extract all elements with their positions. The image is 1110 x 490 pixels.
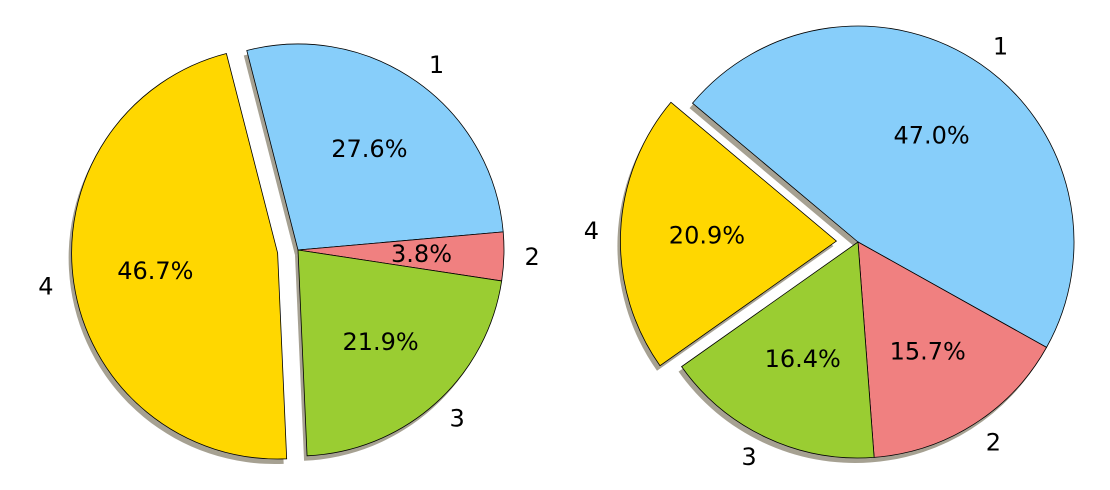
wedge-4 <box>71 53 288 460</box>
percent-label-4: 46.7% <box>117 257 193 285</box>
percent-label-3: 16.4% <box>765 345 841 373</box>
wedge-1 <box>691 25 1075 348</box>
percent-label-2: 15.7% <box>890 337 966 365</box>
pie-chart-2: 47.0% 1 15.7% 2 16.4% 3 20.9% 4 <box>584 25 1075 471</box>
percent-label-4: 20.9% <box>669 222 745 250</box>
wedge-label-2: 2 <box>986 428 1001 456</box>
wedge-1 <box>246 43 504 251</box>
pie-chart-1: 27.6% 1 3.8% 2 21.9% 3 46.7% 4 <box>38 43 540 465</box>
wedge-label-1: 1 <box>993 32 1008 60</box>
wedge-3 <box>297 249 503 457</box>
percent-label-3: 21.9% <box>342 328 418 356</box>
percent-label-2: 3.8% <box>391 240 452 268</box>
wedge-label-4: 4 <box>584 217 599 245</box>
wedge-label-1: 1 <box>429 51 444 79</box>
percent-label-1: 27.6% <box>331 135 407 163</box>
wedge-4 <box>620 101 838 367</box>
wedge-label-4: 4 <box>38 272 53 300</box>
wedge-label-3: 3 <box>449 405 464 433</box>
percent-label-1: 47.0% <box>893 121 969 149</box>
wedge-label-3: 3 <box>741 443 756 471</box>
wedge-2 <box>857 241 1048 458</box>
wedge-3 <box>681 241 875 459</box>
wedge-label-2: 2 <box>524 243 539 271</box>
